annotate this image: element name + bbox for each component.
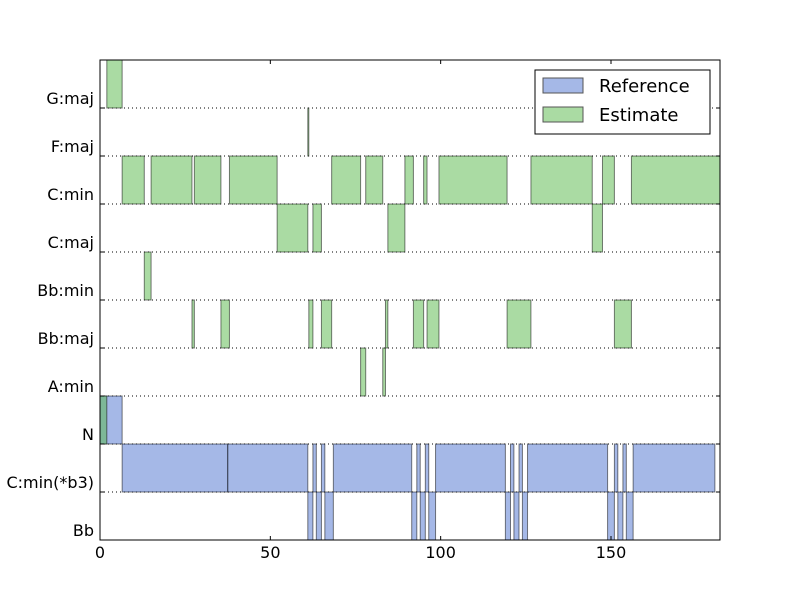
y-tick-label: C:min(*b3) <box>6 473 94 492</box>
y-tick-label: Bb <box>73 521 94 540</box>
y-tick-label: N <box>82 425 94 444</box>
x-tick-label: 50 <box>260 543 280 562</box>
estimate-interval-bar <box>591 203 603 253</box>
reference-interval-bar <box>513 491 520 541</box>
estimate-interval-bar <box>276 203 309 253</box>
estimate-interval-bar <box>99 395 108 445</box>
reference-interval-bar <box>617 491 624 541</box>
estimate-interval-bar <box>384 299 389 349</box>
estimate-interval-bar <box>191 299 195 349</box>
y-ticks: Bb C:min(*b3) N A:min Bb:maj Bb:min C:maj C:min… <box>6 89 720 541</box>
reference-interval-bar <box>632 443 716 493</box>
reference-interval-bar <box>435 443 506 493</box>
x-tick-label: 100 <box>425 543 456 562</box>
y-tick-label: Bb:maj <box>38 329 94 348</box>
reference-interval-bar <box>312 443 317 493</box>
estimate-interval-bar <box>382 347 386 397</box>
y-tick-label: C:min <box>47 185 94 204</box>
reference-interval-bar <box>324 491 334 541</box>
estimate-interval-bar <box>121 155 145 205</box>
estimate-interval-bar <box>143 251 152 301</box>
legend-label-reference: Reference <box>599 76 690 97</box>
x-tick-label: 150 <box>596 543 627 562</box>
estimate-interval-bar <box>630 155 721 205</box>
estimate-interval-bar <box>360 347 367 397</box>
legend-label-estimate: Estimate <box>599 105 679 126</box>
x-ticks: 0 50 100 150 <box>95 60 626 562</box>
estimate-interval-bar <box>331 155 362 205</box>
reference-interval-bar <box>527 443 609 493</box>
estimate-interval-bar <box>312 203 322 253</box>
reference-interval-bar <box>315 491 322 541</box>
reference-interval-bar <box>622 443 627 493</box>
y-tick-label: C:maj <box>48 233 94 252</box>
reference-interval-bar <box>607 491 615 541</box>
reference-interval-bar <box>419 491 426 541</box>
estimate-interval-bar <box>423 155 428 205</box>
reference-interval-bar <box>521 491 529 541</box>
estimate-interval-bar <box>601 155 615 205</box>
y-tick-label: F:maj <box>51 137 94 156</box>
y-tick-label: G:maj <box>46 89 94 108</box>
reference-interval-bar <box>518 443 523 493</box>
legend-swatch-reference <box>542 77 584 94</box>
reference-interval-bar <box>332 443 413 493</box>
reference-interval-bar <box>613 443 619 493</box>
estimate-interval-bar <box>320 299 333 349</box>
reference-interval-bar <box>121 443 229 493</box>
estimate-interval-bar <box>193 155 222 205</box>
legend-swatch-estimate <box>542 106 584 123</box>
reference-interval-bar <box>416 443 421 493</box>
y-tick-label: A:min <box>48 377 94 396</box>
estimate-interval-bar <box>150 155 193 205</box>
estimate-interval-bar <box>613 299 632 349</box>
reference-interval-bar <box>428 491 437 541</box>
estimate-interval-bar <box>228 155 278 205</box>
reference-interval-bar <box>411 491 418 541</box>
estimate-interval-bar <box>530 155 593 205</box>
estimate-interval-bar <box>438 155 508 205</box>
x-tick-label: 0 <box>95 543 105 562</box>
estimate-interval-bar <box>404 155 414 205</box>
reference-interval-bar <box>625 491 634 541</box>
reference-interval-bar <box>424 443 430 493</box>
reference-interval-bar <box>504 491 511 541</box>
estimate-interval-bar <box>106 59 123 109</box>
estimate-interval-bar <box>307 107 310 157</box>
estimate-interval-bar <box>412 299 425 349</box>
estimate-interval-bar <box>365 155 384 205</box>
legend: Reference Estimate <box>534 69 711 135</box>
reference-interval-bar <box>509 443 515 493</box>
estimate-interval-bar <box>426 299 440 349</box>
estimate-interval-bar <box>308 299 314 349</box>
estimate-interval-bar <box>220 299 230 349</box>
estimate-interval-bar <box>506 299 532 349</box>
reference-interval-bar <box>320 443 326 493</box>
y-tick-label: Bb:min <box>37 281 94 300</box>
interval-bars <box>99 59 721 541</box>
reference-interval-bar <box>307 491 314 541</box>
estimate-interval-bar <box>387 203 406 253</box>
reference-interval-bar <box>227 443 309 493</box>
